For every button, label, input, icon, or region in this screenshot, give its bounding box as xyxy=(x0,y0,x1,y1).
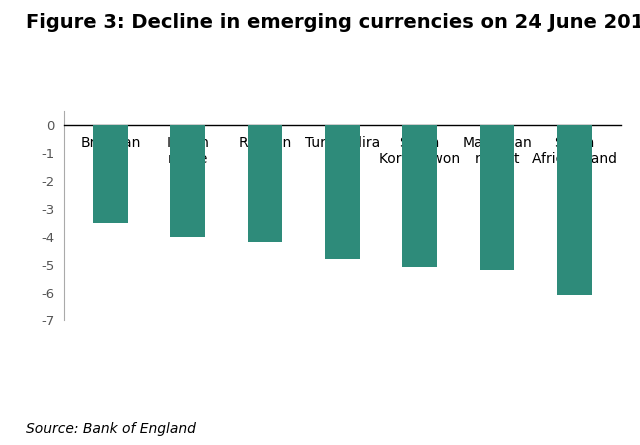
Bar xyxy=(93,125,128,223)
Text: Source: Bank of England: Source: Bank of England xyxy=(26,422,195,436)
Bar xyxy=(325,125,360,259)
Bar xyxy=(479,125,515,270)
Bar xyxy=(170,125,205,237)
Text: Figure 3: Decline in emerging currencies on 24 June 2016: Figure 3: Decline in emerging currencies… xyxy=(26,13,640,32)
Bar xyxy=(557,125,592,295)
Bar xyxy=(248,125,282,243)
Bar xyxy=(403,125,437,267)
